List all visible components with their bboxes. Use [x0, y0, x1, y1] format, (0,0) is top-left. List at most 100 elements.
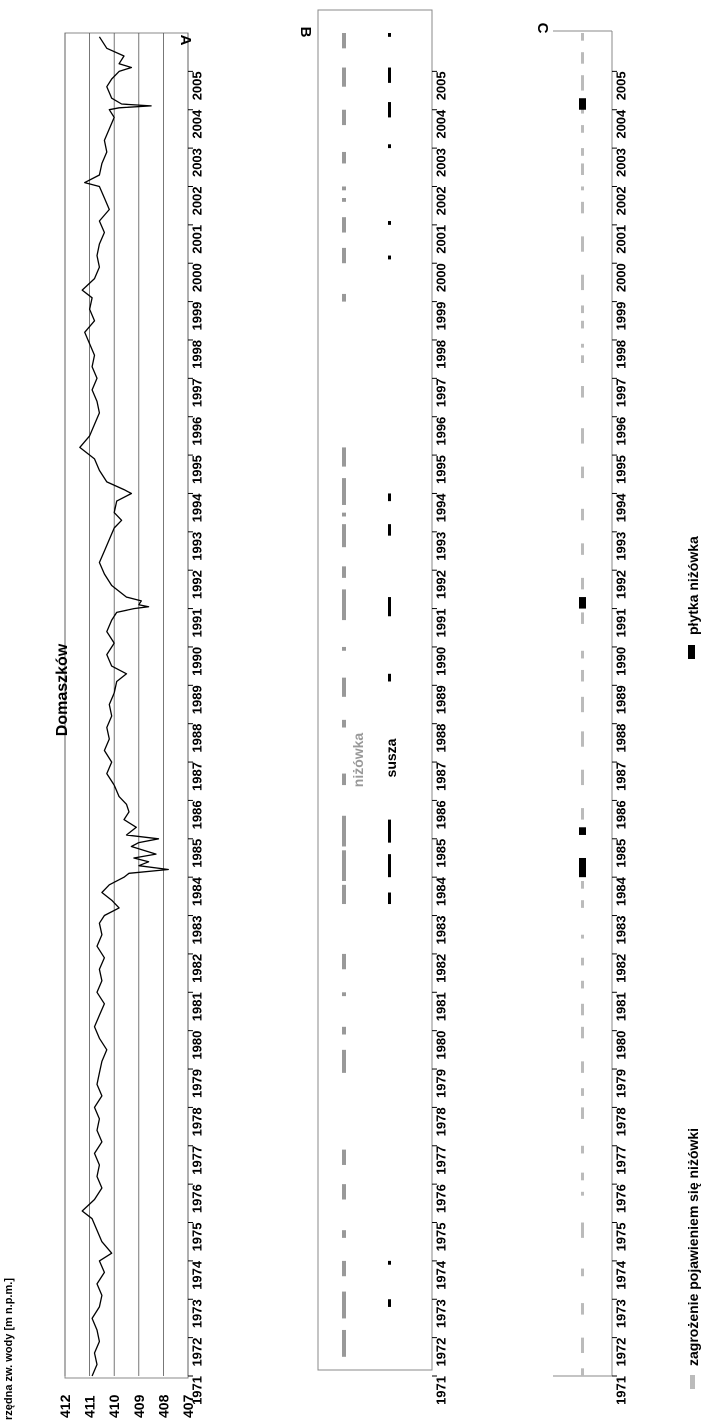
plytka-nizowka-bar	[579, 597, 586, 609]
panel-c-year-tick-label: 1999	[613, 302, 628, 331]
panel-c-year-tick-label: 1987	[613, 762, 628, 791]
panel-a-year-tick-label: 1971	[189, 1376, 204, 1405]
panel-c-year-tick-label: 2003	[613, 148, 628, 177]
panel-b-x-ticks: 1971 1972 1973 1974 1975 1976 1977 1978 1979 1980…	[432, 70, 448, 1405]
panel-c-x-ticks: 1971 1972 1973 1974 1975 1976 1977 1978 1979 1980…	[612, 70, 628, 1405]
panel-a-year-tick-label: 1985	[189, 839, 204, 868]
zagrozenie-bar	[581, 236, 584, 252]
zagrozenie-bar	[581, 1088, 584, 1096]
zagrozenie-bar	[581, 650, 584, 659]
panel-b-year-tick-label: 1991	[433, 609, 448, 638]
panel-a-gridlines	[64, 33, 189, 1376]
panel-a: 412 411 410 409 408 407 197119721973197419751…	[3, 32, 204, 1420]
panel-b-year-tick-label: 1972	[433, 1338, 448, 1367]
zagrozenie-bar	[581, 1061, 584, 1073]
panel-a-x-ticks: 1971 1972 1973 1974 1975 1976 1977 1978 1979 1980…	[188, 70, 204, 1405]
susza-bar	[388, 493, 391, 502]
panel-a-year-tick-label: 1991	[189, 609, 204, 638]
zagrozenie-bar	[581, 52, 584, 64]
panel-b-year-tick-label: 1995	[433, 455, 448, 484]
panel-a-year-tick-label: 1990	[189, 647, 204, 676]
panel-a-year-tick-label: 1983	[189, 916, 204, 945]
susza-bar	[388, 67, 391, 83]
y-tick-label: 411	[82, 1395, 98, 1418]
panel-b-year-tick-label: 1971	[433, 1376, 448, 1405]
zagrozenie-bar	[581, 1026, 584, 1039]
zagrozenie-bar	[581, 466, 584, 479]
panel-a-year-tick-label: 1992	[189, 570, 204, 599]
panel-c-year-tick-label: 1998	[613, 340, 628, 369]
panel-c-year-tick-label: 1991	[613, 609, 628, 638]
zagrozenie-bar	[581, 612, 584, 624]
panel-b-year-tick-label: 2001	[433, 225, 448, 254]
panel-c-year-tick-label: 1976	[613, 1184, 628, 1213]
panel-b-year-tick-label: 1981	[433, 992, 448, 1021]
panel-c-year-tick-label: 1989	[613, 685, 628, 714]
zagrozenie-bar	[581, 125, 584, 133]
legend-swatch-plytka	[688, 645, 695, 659]
panel-a-year-tick-label: 1993	[189, 532, 204, 561]
zagrozenie-bar	[581, 577, 584, 590]
zagrozenie-bar	[581, 1145, 584, 1154]
panel-c-year-tick-label: 1986	[613, 800, 628, 829]
legend-label-zagrozenie: zagrożenie pojawieniem się niżówki	[685, 1128, 701, 1366]
panel-b-letter: B	[297, 27, 314, 38]
panel-a-year-tick-label: 1978	[189, 1107, 204, 1136]
panel-c-year-tick-label: 2004	[613, 109, 628, 139]
panel-a-year-tick-label: 1997	[189, 378, 204, 407]
panel-c-year-tick-label: 1972	[613, 1338, 628, 1367]
nizowka-bar	[342, 815, 346, 847]
panel-b-year-tick-label: 1984	[433, 876, 448, 906]
zagrozenie-bar	[581, 386, 584, 398]
panel-c-year-tick-label: 1978	[613, 1107, 628, 1136]
panel-b-year-tick-label: 1990	[433, 647, 448, 676]
zagrozenie-bar	[581, 808, 584, 820]
panel-b-year-tick-label: 1996	[433, 417, 448, 446]
panel-a-year-tick-label: 1980	[189, 1031, 204, 1060]
panel-a-year-tick-label: 2004	[189, 109, 204, 139]
zagrozenie-bar	[581, 320, 584, 329]
chart-title: Domaszków	[54, 643, 71, 736]
panel-b-plot-area	[317, 9, 433, 1371]
nizowka-bar	[342, 850, 346, 882]
panel-c-year-tick-label: 1984	[613, 876, 628, 906]
plytka-nizowka-bar	[579, 827, 586, 835]
panel-a-year-tick-label: 1987	[189, 762, 204, 791]
panel-b-year-tick-label: 1985	[433, 839, 448, 868]
series-label-susza: susza	[383, 738, 399, 777]
zagrozenie-bar	[581, 1303, 584, 1315]
nizowka-bar	[342, 1329, 346, 1357]
panel-b-year-tick-label: 1992	[433, 570, 448, 599]
panel-a-letter: A	[177, 35, 194, 46]
panel-a-year-tick-label: 1989	[189, 685, 204, 714]
panel-c: 1971 1972 1973 1974 1975 1976 1977 1978 1979 1980…	[534, 23, 701, 1405]
panel-a-y-ticks: 412 411 410 409 408 407	[57, 1394, 196, 1418]
nizowka-bar	[342, 1230, 346, 1238]
panel-a-year-tick-label: 2003	[189, 148, 204, 177]
panel-c-year-tick-label: 1997	[613, 378, 628, 407]
nizowka-bar	[342, 186, 346, 191]
nizowka-bar	[342, 109, 346, 126]
panel-b-year-tick-label: 1999	[433, 302, 448, 331]
panel-b-year-tick-label: 2003	[433, 148, 448, 177]
panel-b-year-tick-label: 1997	[433, 378, 448, 407]
nizowka-bar	[342, 67, 346, 87]
panel-a-year-tick-label: 1972	[189, 1338, 204, 1367]
panel-a-year-tick-label: 2001	[189, 225, 204, 254]
nizowka-bar	[342, 1291, 346, 1319]
nizowka-bar	[342, 589, 346, 621]
panel-b-year-tick-label: 1994	[433, 493, 448, 523]
panel-c-year-tick-label: 1975	[613, 1223, 628, 1252]
panel-b-year-tick-label: 2002	[433, 186, 448, 215]
plytka-nizowka-bar	[579, 98, 586, 110]
zagrozenie-bar	[581, 343, 584, 348]
panel-b-bars	[342, 33, 391, 1357]
zagrozenie-bar	[581, 1191, 584, 1196]
panel-b-year-tick-label: 1977	[433, 1146, 448, 1175]
panel-b-year-tick-label: 1974	[433, 1260, 448, 1290]
panel-b-year-tick-label: 1983	[433, 916, 448, 945]
zagrozenie-bar	[581, 1368, 584, 1376]
zagrozenie-bar	[581, 881, 584, 889]
panel-a-year-tick-label: 1981	[189, 992, 204, 1021]
panel-a-year-tick-label: 1976	[189, 1184, 204, 1213]
